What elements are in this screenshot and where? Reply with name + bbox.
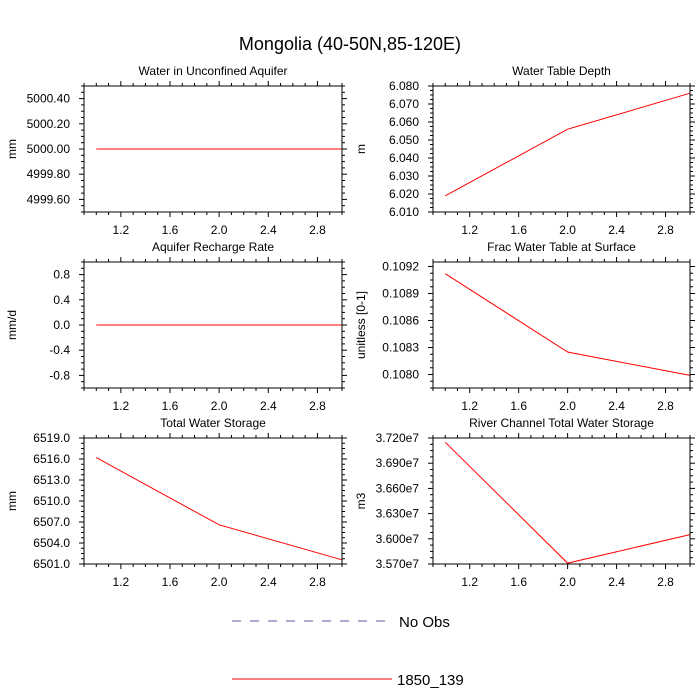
y-tick-label-water-table-depth: 6.070 xyxy=(389,97,419,111)
x-tick-label-total-water-storage: 2.4 xyxy=(260,575,277,589)
y-tick-label-unconfined-aquifer: 5000.20 xyxy=(27,117,71,131)
y-tick-label-water-table-depth: 6.040 xyxy=(389,151,419,165)
x-tick-label-total-water-storage: 1.2 xyxy=(113,575,130,589)
plot-frame-river-channel-storage xyxy=(432,437,691,565)
panel-unconfined-aquifer: Water in Unconfined Aquifer mm 1.2 1.6 2.0 2.… xyxy=(5,64,347,237)
y-axis-label-total-water-storage: mm xyxy=(5,491,19,511)
y-tick-label-water-table-depth: 6.060 xyxy=(389,115,419,129)
y-axis-label-recharge-rate: mm/d xyxy=(5,310,19,340)
y-tick-label-river-channel-storage: 3.570e7 xyxy=(376,557,420,571)
x-tick-label-unconfined-aquifer: 2.4 xyxy=(260,223,277,237)
y-tick-label-water-table-depth: 6.050 xyxy=(389,133,419,147)
y-tick-label-river-channel-storage: 3.630e7 xyxy=(376,507,420,521)
y-tick-label-river-channel-storage: 3.690e7 xyxy=(376,456,420,470)
panel-river-channel-storage: River Channel Total Water Storage m3 1.2 1.… xyxy=(354,416,695,589)
x-tick-label-recharge-rate: 1.2 xyxy=(113,399,130,413)
panel-title-unconfined-aquifer: Water in Unconfined Aquifer xyxy=(139,64,288,78)
panel-title-water-table-depth: Water Table Depth xyxy=(512,64,611,78)
x-tick-label-unconfined-aquifer: 2.8 xyxy=(309,223,326,237)
x-tick-label-unconfined-aquifer: 1.6 xyxy=(162,223,179,237)
series-line-water-table-depth xyxy=(445,92,691,197)
legend-label-no-obs: No Obs xyxy=(399,614,450,631)
panel-water-table-depth: Water Table Depth m 1.2 1.6 2.0 2.4 2.8 6.010 6.… xyxy=(354,64,695,237)
y-tick-label-water-table-depth: 6.020 xyxy=(389,187,419,201)
plot-frame-total-water-storage xyxy=(83,437,343,565)
x-tick-label-water-table-depth: 1.6 xyxy=(510,223,527,237)
y-tick-label-recharge-rate: 0.4 xyxy=(53,293,70,307)
y-tick-label-frac-water-table: 0.1086 xyxy=(382,314,419,328)
x-tick-label-unconfined-aquifer: 1.2 xyxy=(113,223,130,237)
x-tick-label-recharge-rate: 2.8 xyxy=(309,399,326,413)
x-tick-label-water-table-depth: 2.4 xyxy=(608,223,625,237)
x-tick-label-total-water-storage: 1.6 xyxy=(162,575,179,589)
y-axis-label-frac-water-table: unitless [0-1] xyxy=(354,291,368,359)
x-tick-label-total-water-storage: 2.8 xyxy=(309,575,326,589)
x-tick-label-river-channel-storage: 2.8 xyxy=(657,575,674,589)
plot-frame-frac-water-table xyxy=(432,261,691,389)
panels: Water in Unconfined Aquifer mm 1.2 1.6 2.0 2.… xyxy=(5,64,695,589)
panel-total-water-storage: Total Water Storage mm 1.2 1.6 2.0 2.4 2.8 6501… xyxy=(5,416,347,589)
x-tick-label-water-table-depth: 2.8 xyxy=(657,223,674,237)
x-tick-label-recharge-rate: 1.6 xyxy=(162,399,179,413)
y-tick-label-recharge-rate: 0.8 xyxy=(53,268,70,282)
y-axis-label-water-table-depth: m xyxy=(354,144,368,154)
y-tick-label-recharge-rate: 0.0 xyxy=(53,318,70,332)
y-axis-label-unconfined-aquifer: mm xyxy=(5,139,19,159)
y-axis-label-river-channel-storage: m3 xyxy=(354,492,368,509)
x-tick-label-frac-water-table: 2.0 xyxy=(559,399,576,413)
x-tick-label-river-channel-storage: 1.6 xyxy=(510,575,527,589)
y-tick-label-total-water-storage: 6519.0 xyxy=(33,431,70,445)
y-tick-label-frac-water-table: 0.1089 xyxy=(382,287,419,301)
y-tick-label-water-table-depth: 6.010 xyxy=(389,205,419,219)
x-tick-label-recharge-rate: 2.0 xyxy=(211,399,228,413)
y-tick-label-unconfined-aquifer: 4999.80 xyxy=(27,167,71,181)
legend-label-1850-139: 1850_139 xyxy=(397,672,464,689)
figure-title: Mongolia (40-50N,85-120E) xyxy=(239,34,461,54)
y-tick-label-frac-water-table: 0.1080 xyxy=(382,368,419,382)
y-tick-label-unconfined-aquifer: 5000.00 xyxy=(27,142,71,156)
x-tick-label-water-table-depth: 1.2 xyxy=(461,223,478,237)
panel-frac-water-table: Frac Water Table at Surface unitless [0-1… xyxy=(354,240,695,413)
y-tick-label-total-water-storage: 6510.0 xyxy=(33,494,70,508)
y-tick-label-recharge-rate: -0.4 xyxy=(49,343,70,357)
y-tick-label-frac-water-table: 0.1083 xyxy=(382,341,419,355)
x-tick-label-unconfined-aquifer: 2.0 xyxy=(211,223,228,237)
x-tick-label-frac-water-table: 1.2 xyxy=(461,399,478,413)
y-tick-label-river-channel-storage: 3.600e7 xyxy=(376,532,420,546)
y-tick-label-water-table-depth: 6.030 xyxy=(389,169,419,183)
x-tick-label-river-channel-storage: 1.2 xyxy=(461,575,478,589)
series-line-river-channel-storage xyxy=(444,441,691,564)
panel-title-total-water-storage: Total Water Storage xyxy=(160,416,266,430)
y-tick-label-total-water-storage: 6516.0 xyxy=(33,452,70,466)
y-tick-label-total-water-storage: 6504.0 xyxy=(33,536,70,550)
x-tick-label-water-table-depth: 2.0 xyxy=(559,223,576,237)
y-tick-label-river-channel-storage: 3.660e7 xyxy=(376,481,420,495)
y-tick-label-total-water-storage: 6507.0 xyxy=(33,515,70,529)
y-tick-label-water-table-depth: 6.080 xyxy=(389,79,419,93)
panel-title-recharge-rate: Aquifer Recharge Rate xyxy=(152,240,274,254)
panel-title-river-channel-storage: River Channel Total Water Storage xyxy=(469,416,654,430)
y-tick-label-total-water-storage: 6501.0 xyxy=(33,557,70,571)
series-line-total-water-storage xyxy=(96,457,343,561)
x-tick-label-frac-water-table: 2.8 xyxy=(657,399,674,413)
series-line-frac-water-table xyxy=(444,273,691,376)
x-tick-label-river-channel-storage: 2.4 xyxy=(608,575,625,589)
y-tick-label-recharge-rate: -0.8 xyxy=(49,368,70,382)
x-tick-label-recharge-rate: 2.4 xyxy=(260,399,277,413)
y-tick-label-river-channel-storage: 3.720e7 xyxy=(376,431,420,445)
y-tick-label-unconfined-aquifer: 5000.40 xyxy=(27,92,71,106)
y-tick-label-total-water-storage: 6513.0 xyxy=(33,473,70,487)
panel-recharge-rate: Aquifer Recharge Rate mm/d 1.2 1.6 2.0 2.4 2.8… xyxy=(5,240,347,413)
panel-title-frac-water-table: Frac Water Table at Surface xyxy=(487,240,636,254)
legend: No Obs 1850_139 xyxy=(232,614,464,689)
x-tick-label-frac-water-table: 2.4 xyxy=(608,399,625,413)
x-tick-label-total-water-storage: 2.0 xyxy=(211,575,228,589)
x-tick-label-river-channel-storage: 2.0 xyxy=(559,575,576,589)
x-tick-label-frac-water-table: 1.6 xyxy=(510,399,527,413)
y-tick-label-frac-water-table: 0.1092 xyxy=(382,260,419,274)
y-tick-label-unconfined-aquifer: 4999.60 xyxy=(27,192,71,206)
